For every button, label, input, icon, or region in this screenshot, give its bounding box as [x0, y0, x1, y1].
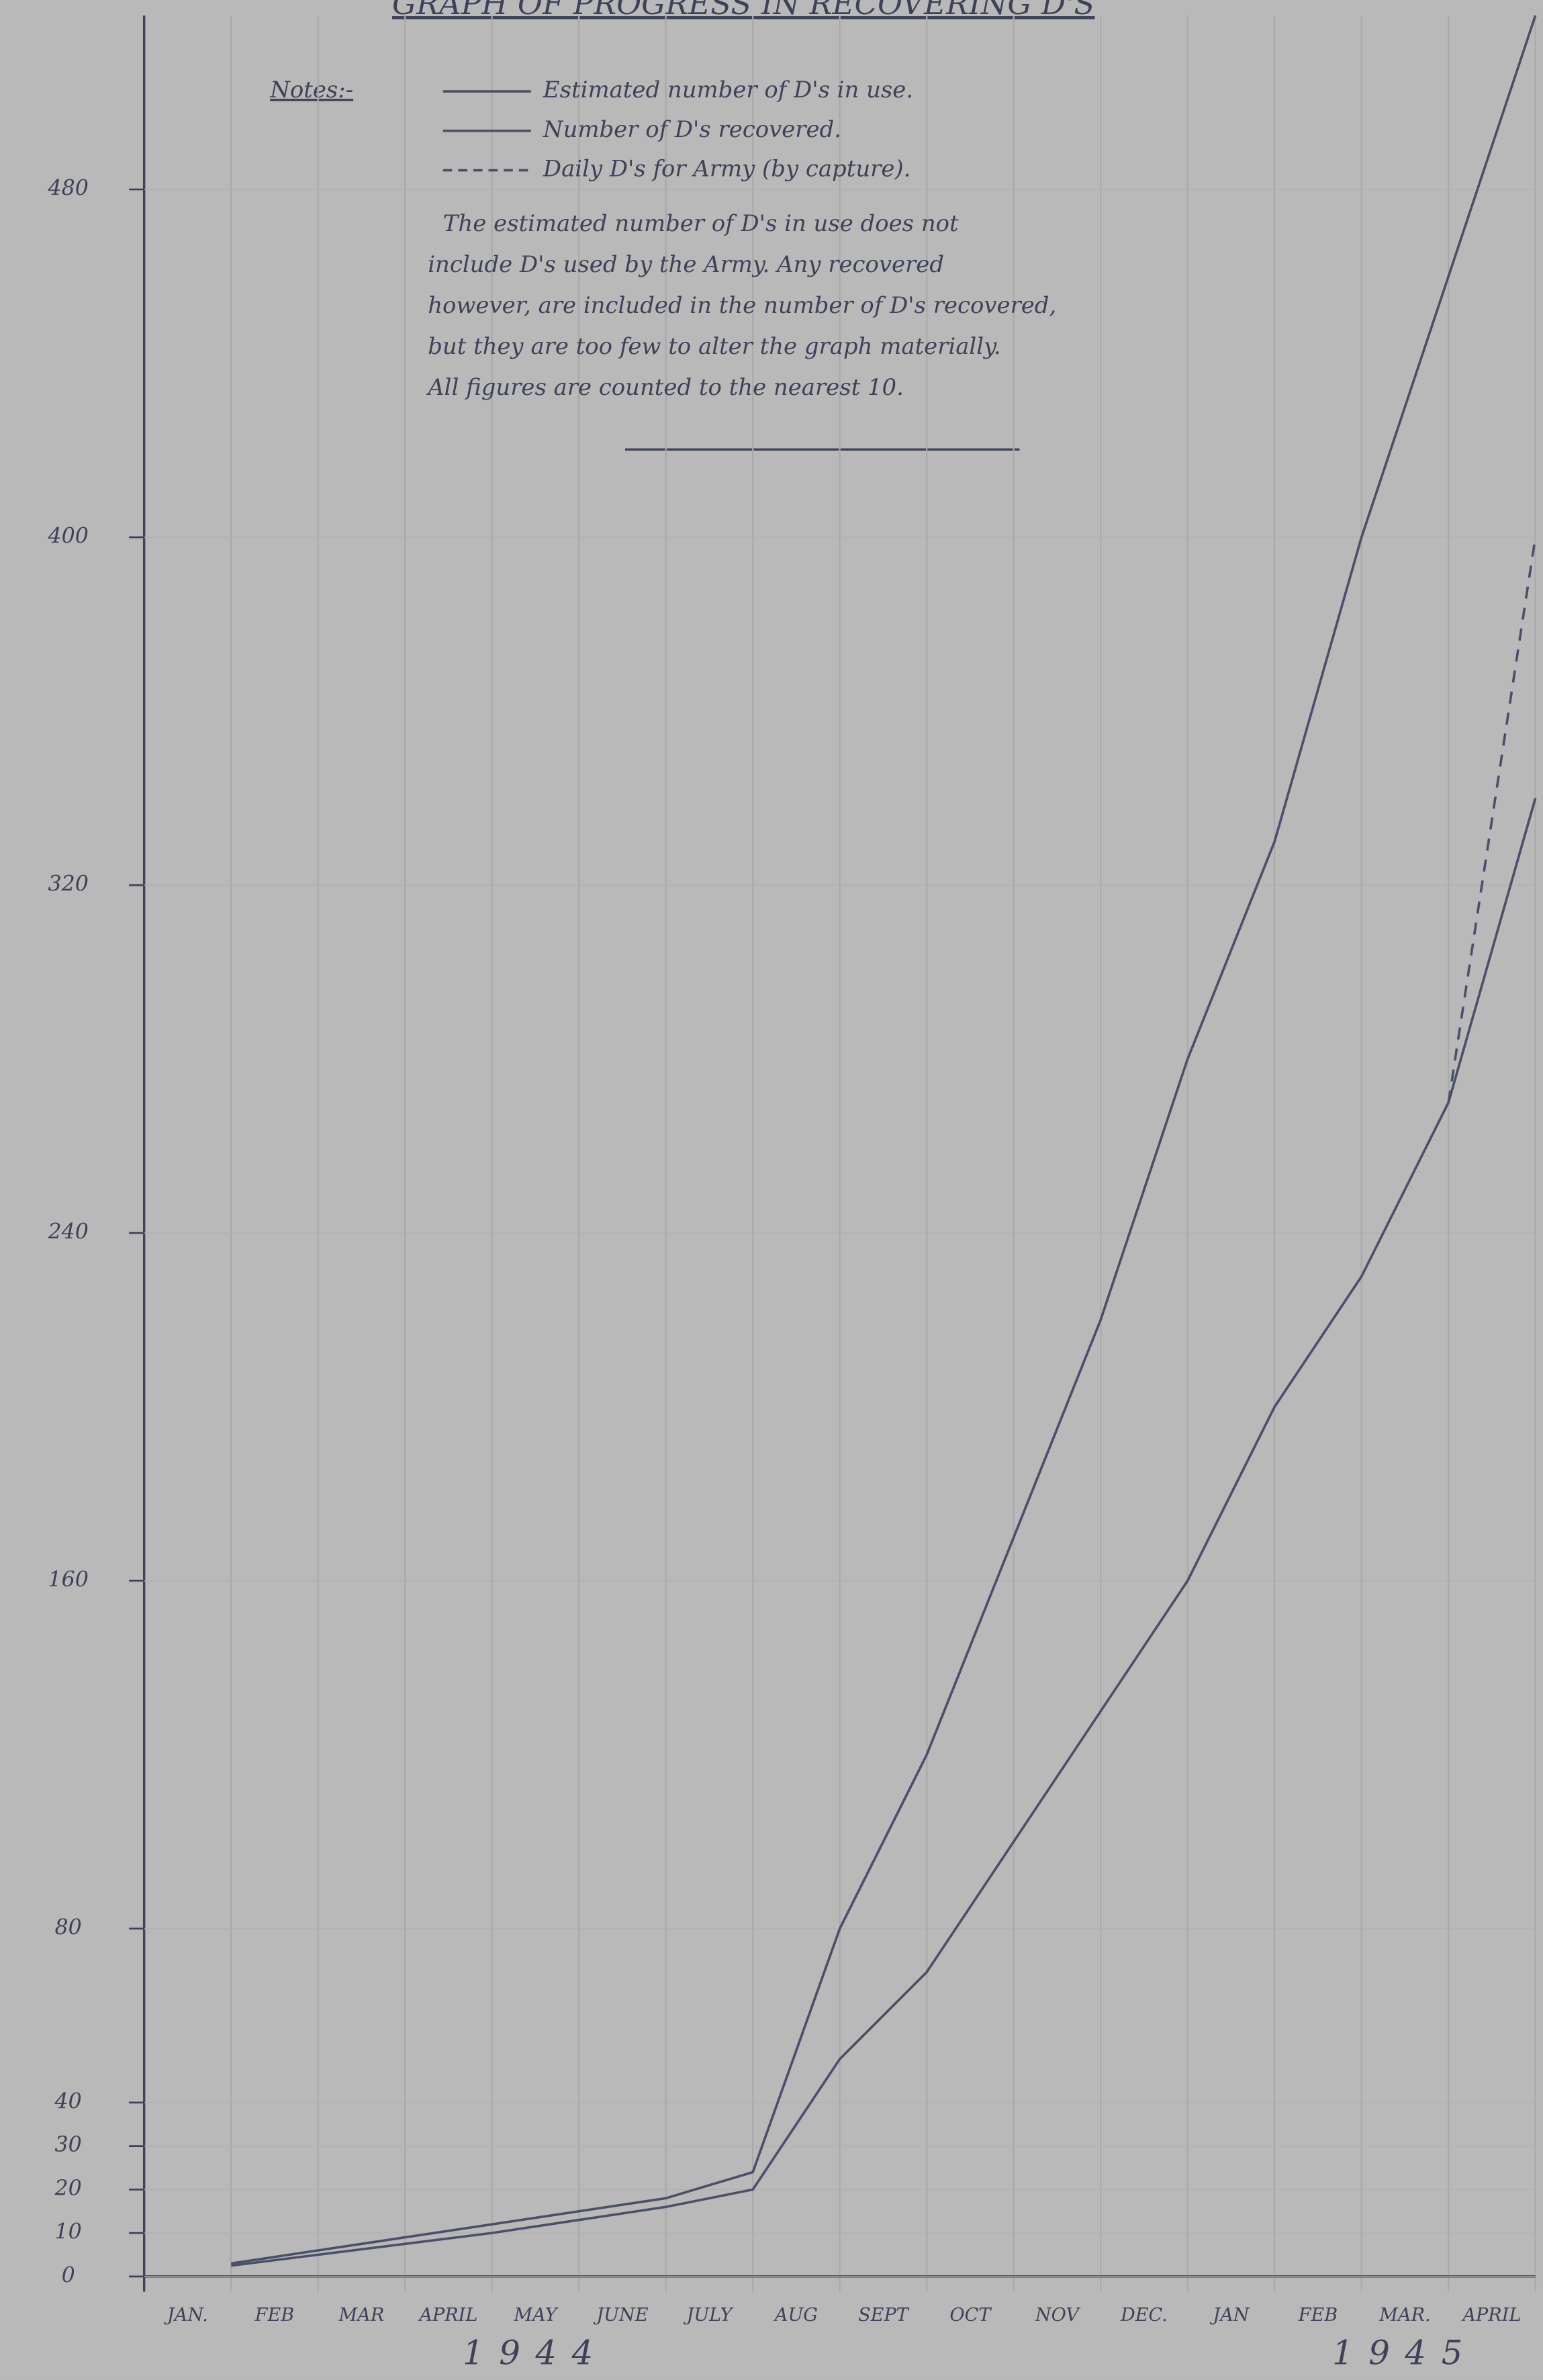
x-tick-label: JULY	[683, 2305, 734, 2326]
x-tick-label: JAN	[1209, 2305, 1250, 2326]
x-tick-label: APRIL	[417, 2305, 477, 2326]
x-tick-label: NOV	[1035, 2305, 1080, 2326]
x-tick-label: DEC.	[1120, 2305, 1168, 2326]
note-line: All figures are counted to the nearest 1…	[426, 374, 904, 400]
x-tick-label: APRIL	[1460, 2305, 1521, 2326]
x-tick-label: FEB	[254, 2305, 295, 2326]
x-tick-label: MAY	[513, 2305, 559, 2326]
y-tick-label: 400	[47, 524, 88, 549]
note-line: but they are too few to alter the graph …	[428, 333, 1000, 359]
x-tick-label: MAR	[338, 2305, 385, 2326]
y-tick-label: 80	[55, 1915, 82, 1939]
year-label: 1945	[1332, 2333, 1478, 2372]
legend-label: Daily D's for Army (by capture).	[543, 156, 910, 182]
note-line: The estimated number of D's in use does …	[443, 210, 959, 236]
y-tick-label: 160	[48, 1567, 88, 1592]
y-tick-label: 10	[55, 2220, 82, 2244]
notes-heading: Notes:-	[269, 77, 353, 103]
x-tick-label: JAN.	[164, 2305, 208, 2326]
x-tick-label: FEB	[1298, 2305, 1338, 2326]
y-tick-label: 320	[48, 872, 88, 896]
x-tick-label: JUNE	[593, 2305, 648, 2326]
chart: GRAPH OF PROGRESS IN RECOVERING D'S Note…	[0, 0, 1543, 2380]
y-tick-label: 0	[62, 2263, 75, 2287]
note-line: include D's used by the Army. Any recove…	[428, 251, 944, 277]
x-tick-label: SEPT	[858, 2305, 910, 2326]
note-line: however, are included in the number of D…	[428, 292, 1056, 318]
y-tick-label: 240	[47, 1220, 88, 1244]
x-tick-label: AUG	[773, 2305, 818, 2326]
x-tick-label: MAR.	[1378, 2305, 1430, 2326]
legend-label: Number of D's recovered.	[543, 116, 841, 142]
y-tick-label: 20	[54, 2177, 82, 2201]
year-label: 1944	[463, 2333, 608, 2372]
y-tick-label: 30	[55, 2133, 82, 2157]
y-tick-label: 480	[47, 177, 88, 201]
chart-title: GRAPH OF PROGRESS IN RECOVERING D'S	[392, 0, 1094, 21]
y-tick-label: 40	[54, 2089, 82, 2113]
legend-label: Estimated number of D's in use.	[543, 77, 913, 103]
x-tick-label: OCT	[949, 2305, 992, 2326]
